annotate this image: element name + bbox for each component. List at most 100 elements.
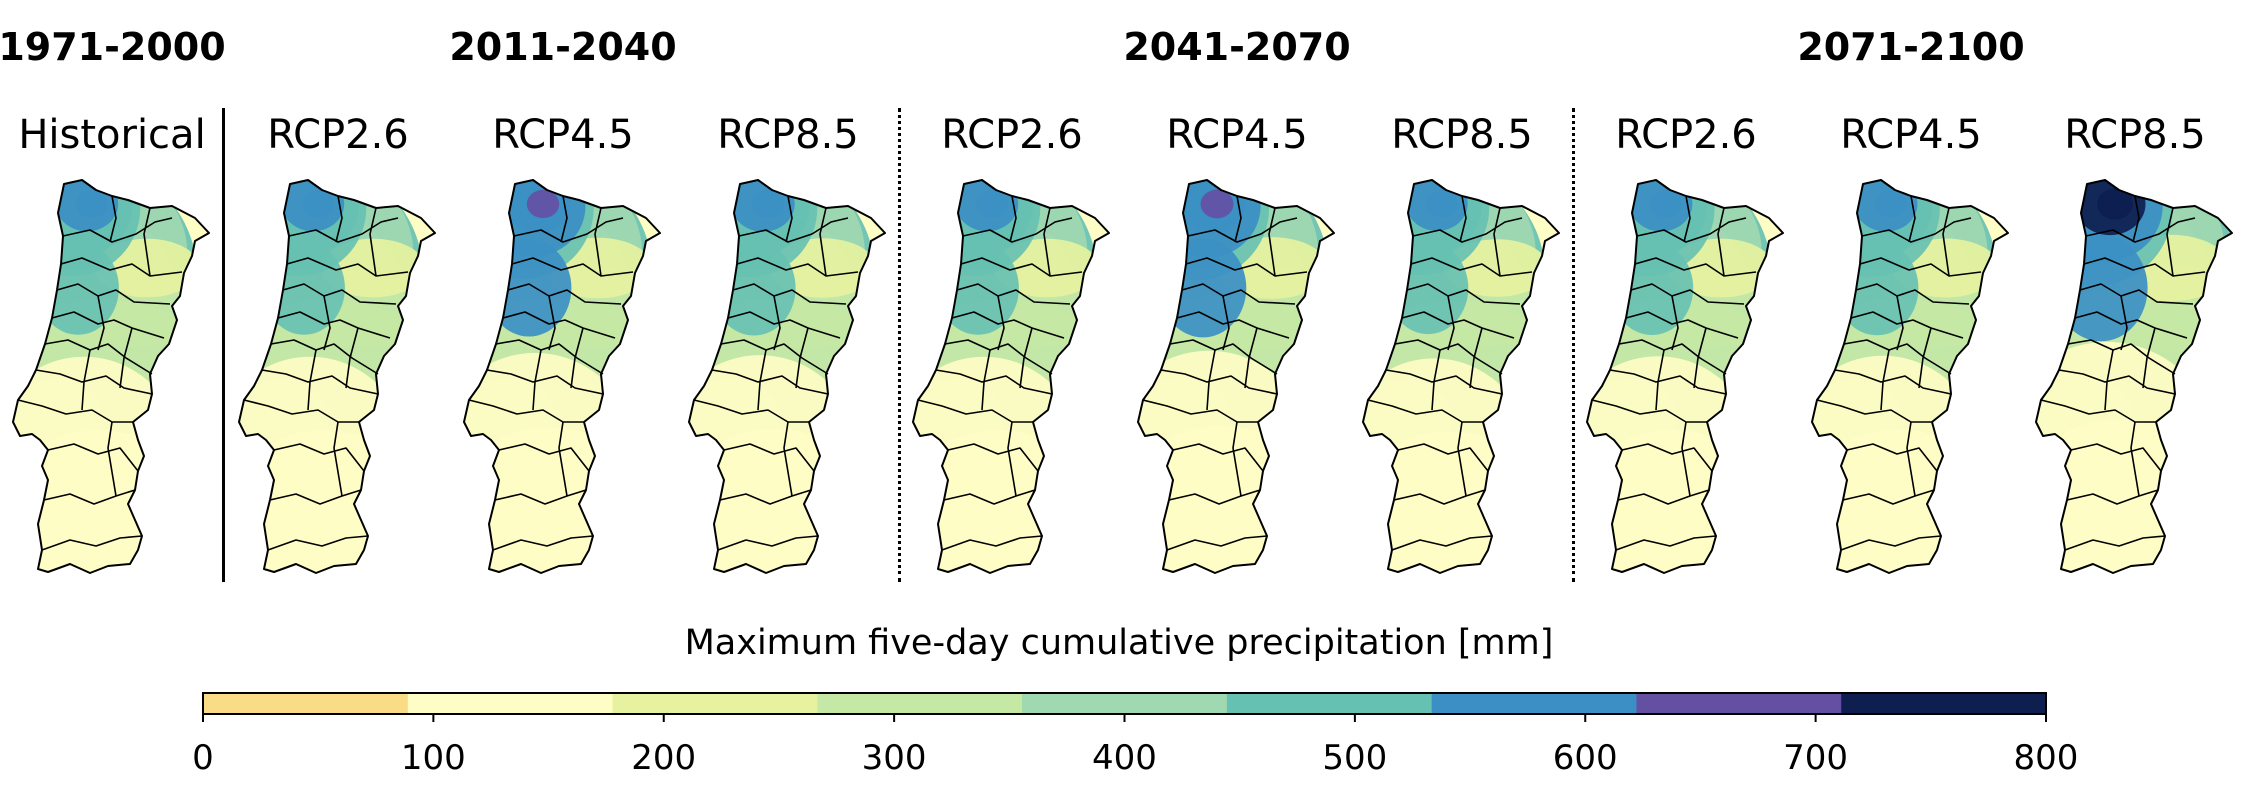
district-border [693, 399, 809, 423]
precipitation-contour [1387, 241, 1469, 335]
district-border [1840, 535, 1942, 551]
precipitation-contour [1138, 425, 1322, 573]
district-border [727, 311, 841, 339]
district-border [1655, 349, 1665, 411]
district-border [1671, 295, 1679, 351]
district-border [2040, 399, 2156, 423]
district-border [947, 443, 1039, 472]
district-border [795, 327, 809, 389]
district-border [1880, 349, 1890, 411]
colorbar-segment [1022, 693, 1228, 714]
panel-label-2041-rcp26: RCP2.6 [941, 112, 1083, 158]
district-border [282, 283, 397, 305]
colorbar-tick-label: 100 [401, 738, 466, 778]
precipitation-contour [937, 241, 1019, 335]
period-title-1971-2000: 1971-2000 [0, 25, 226, 69]
district-border [494, 489, 587, 505]
precipitation-contour [976, 190, 1008, 218]
district-border [732, 283, 847, 305]
district-border [1367, 399, 1483, 423]
district-border [97, 295, 105, 351]
district-border [1850, 311, 1964, 339]
district-border [333, 421, 343, 497]
period-separator-dotted [898, 108, 901, 582]
district-border [369, 207, 377, 277]
portugal-map-svg [2035, 179, 2233, 574]
district-border [935, 369, 1053, 395]
district-border [1636, 217, 1747, 243]
district-border [1172, 443, 1264, 472]
district-border [558, 421, 568, 497]
district-border [997, 295, 1005, 351]
panel-label-2011-rcp26: RCP2.6 [267, 112, 409, 158]
district-border [981, 349, 991, 411]
district-border [1621, 443, 1713, 472]
district-border [1166, 535, 1268, 551]
colorbar-segment [612, 693, 818, 714]
precipitation-contour [1875, 190, 1907, 218]
colorbar-tick-label: 800 [2014, 738, 2079, 778]
period-title-2071-2100: 2071-2100 [1797, 25, 2025, 69]
colorbar-tick-label: 200 [631, 738, 696, 778]
district-border [498, 443, 590, 472]
portugal-map-svg [1811, 179, 2009, 574]
district-border [1717, 207, 1725, 277]
district-border [267, 535, 369, 551]
district-border [1896, 295, 1904, 351]
panel-label-2011-rcp85: RCP8.5 [717, 112, 859, 158]
precipitation-contour [752, 190, 784, 218]
district-border [1617, 489, 1710, 505]
district-border [723, 443, 815, 472]
district-border [269, 489, 362, 505]
colorbar-tick-label: 700 [1783, 738, 1848, 778]
district-border [951, 311, 1065, 339]
precipitation-contour [464, 427, 646, 573]
district-border [960, 257, 1083, 277]
district-border [513, 217, 624, 243]
district-border [1412, 217, 1523, 243]
colorbar-title: Maximum five-day cumulative precipitatio… [684, 623, 1554, 663]
district-border [1176, 311, 1290, 339]
precipitation-contour [76, 190, 108, 218]
district-border [1397, 443, 1489, 472]
district-border [773, 295, 781, 351]
district-border [1609, 369, 1727, 395]
district-border [1634, 257, 1757, 277]
district-border [1630, 283, 1745, 305]
district-border [1185, 257, 1308, 277]
district-border [47, 443, 139, 472]
portugal-map-svg [912, 179, 1110, 574]
district-border [1043, 207, 1051, 277]
district-border [1615, 535, 1717, 551]
district-border [570, 327, 584, 389]
district-border [2083, 257, 2206, 277]
map-2011-rcp26 [238, 178, 438, 578]
district-border [1693, 327, 1707, 389]
district-border [711, 369, 829, 395]
map-2011-rcp45 [463, 178, 663, 578]
district-border [2064, 535, 2166, 551]
district-border [1232, 421, 1242, 497]
district-border [548, 295, 556, 351]
panel-label-2011-rcp45: RCP4.5 [492, 112, 634, 158]
district-border [738, 217, 849, 243]
district-border [1834, 369, 1952, 395]
district-border [2058, 369, 2176, 395]
colorbar-segment [1636, 693, 1842, 714]
district-border [1268, 207, 1276, 277]
district-border [736, 257, 859, 277]
precipitation-contour [302, 190, 334, 218]
district-border [1019, 327, 1033, 389]
historical-separator-line [222, 108, 225, 582]
district-border [2120, 295, 2128, 351]
district-border [2130, 421, 2140, 497]
portugal-map-svg [12, 179, 210, 574]
colorbar-segment [1431, 693, 1637, 714]
district-border [143, 207, 151, 277]
period-title-2011-2040: 2011-2040 [449, 25, 677, 69]
precipitation-contour [37, 241, 119, 335]
country-outline [1811, 179, 2009, 574]
map-2071-rcp45 [1811, 178, 2011, 578]
precipitation-contour [1587, 429, 1767, 573]
